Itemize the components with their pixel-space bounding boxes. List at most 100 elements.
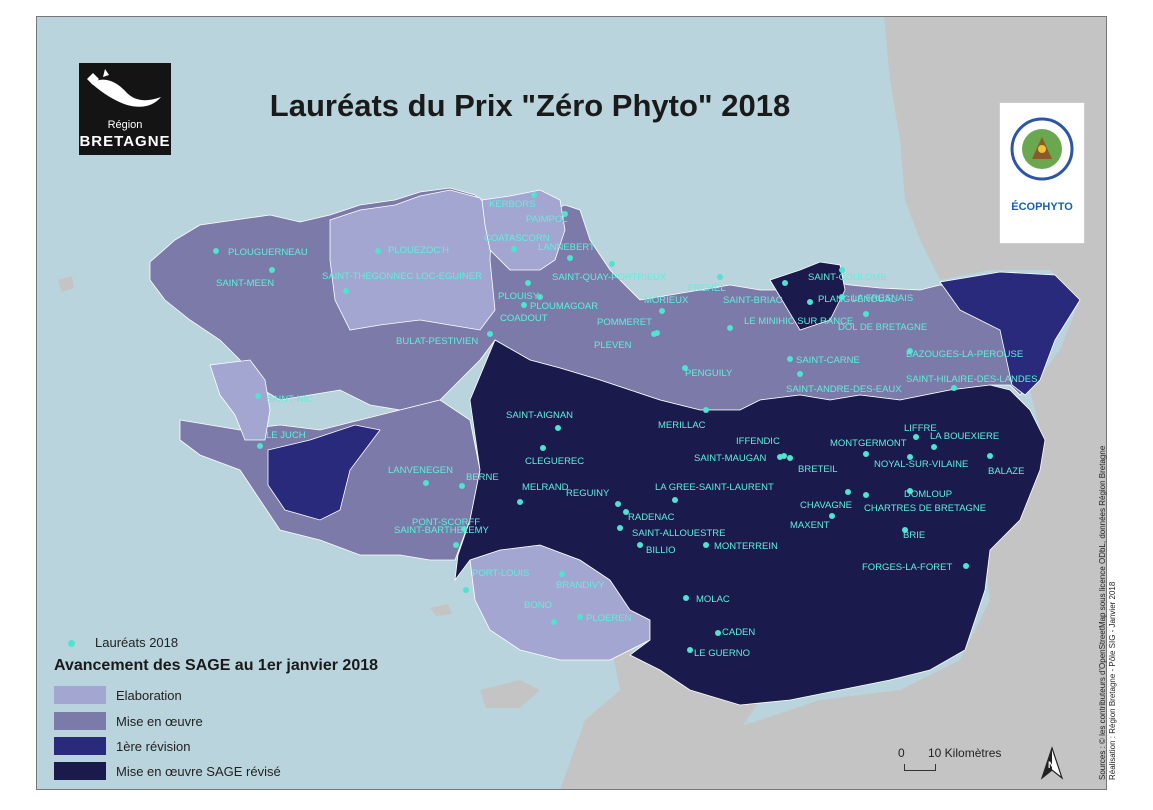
laureat-point: [683, 595, 689, 601]
laureat-point: [907, 454, 913, 460]
laureat-label: LANVENEGEN: [388, 465, 453, 476]
legend-item-label: Mise en œuvre: [116, 714, 203, 729]
laureat-label: LA GREE-SAINT-LAURENT: [655, 482, 774, 493]
island-groix: [430, 604, 452, 616]
laureat-label: PLOUEZOC'H: [388, 245, 449, 256]
legend: Lauréats 2018 Avancement des SAGE au 1er…: [52, 630, 432, 790]
laureat-label: SAINT-AIGNAN: [506, 410, 573, 421]
laureat-label: BERNE: [466, 472, 499, 483]
laureat-point: [623, 509, 629, 515]
laureat-point: [459, 483, 465, 489]
laureat-point: [551, 619, 557, 625]
laureat-label: SAINT-ANDRE-DES-EAUX: [786, 384, 902, 395]
laureat-label: POMMERET: [597, 317, 652, 328]
region-bretagne-logo: Région BRETAGNE: [79, 63, 171, 155]
laureat-label: PLEVEN: [594, 340, 632, 351]
sources-line1: Sources : © les contributeurs d'OpenStre…: [1098, 445, 1107, 780]
laureat-point: [343, 288, 349, 294]
laureat-point: [521, 302, 527, 308]
legend-laureats-label: Lauréats 2018: [95, 635, 179, 650]
laureat-point: [375, 248, 381, 254]
laureat-label: DOMLOUP: [904, 489, 952, 500]
laureat-label: LA FRESNAIS: [852, 293, 913, 304]
laureat-point: [807, 299, 813, 305]
laureat-point: [703, 542, 709, 548]
laureat-point: [931, 444, 937, 450]
sage-revise-vilaine-blavet: [454, 339, 1046, 706]
legend-laureats: Lauréats 2018: [68, 635, 178, 650]
scale-zero: 0: [898, 746, 905, 760]
laureat-point: [863, 311, 869, 317]
laureat-point: [672, 497, 678, 503]
ecophyto-label: ÉCOPHYTO: [1011, 201, 1073, 213]
island-ouessant: [58, 276, 74, 292]
sage-1ere-revision-couesnon: [939, 271, 1081, 396]
north-arrow-icon: N: [1040, 746, 1064, 780]
laureat-label: MELRAND: [522, 482, 569, 493]
laureat-point: [651, 331, 657, 337]
laureat-point: [511, 246, 517, 252]
laureat-point: [540, 445, 546, 451]
logo-region-line1: Région: [107, 119, 143, 131]
laureat-label: COADOUT: [500, 313, 548, 324]
laureat-label: NOYAL-SUR-VILAINE: [874, 459, 968, 470]
laureat-point: [787, 356, 793, 362]
scale-label: 10 Kilomètres: [928, 746, 1002, 760]
laureat-label: PORT-LOUIS: [472, 568, 529, 579]
laureat-label: RADENAC: [628, 512, 675, 523]
laureat-label: SAINT-COULOMB: [808, 272, 887, 283]
laureat-point: [559, 571, 565, 577]
laureat-point: [717, 274, 723, 280]
laureat-label: IFFENDIC: [736, 436, 780, 447]
laureat-label: MONTGERMONT: [830, 438, 907, 449]
laureat-point: [567, 255, 573, 261]
laureat-point: [727, 325, 733, 331]
laureat-point: [461, 526, 467, 532]
laureat-label: SAINT-CARNE: [796, 355, 860, 366]
laureat-point: [423, 480, 429, 486]
legend-title: Avancement des SAGE au 1er janvier 2018: [54, 657, 379, 674]
ermine-icon: [87, 69, 161, 107]
laureat-label: BRETEIL: [798, 464, 838, 475]
laureat-label: MORIEUX: [644, 295, 689, 306]
laureat-point: [902, 527, 908, 533]
laureat-label: LE MINIHIC SUR RANCE: [744, 316, 853, 327]
sources-note: Sources : © les contributeurs d'OpenStre…: [1098, 446, 1118, 780]
svg-text:N: N: [1048, 760, 1055, 770]
laureat-point: [213, 248, 219, 254]
laureat-label: SAINT-HILAIRE-DES-LANDES: [906, 374, 1037, 385]
laureat-label: FREHEL: [688, 283, 725, 294]
laureat-label: CADEN: [722, 627, 755, 638]
laureat-label: CHAVAGNE: [800, 500, 852, 511]
laureat-label: LE JUCH: [266, 430, 306, 441]
laureat-label: BALAZE: [988, 466, 1024, 477]
laureat-point: [487, 331, 493, 337]
ecophyto-logo: ÉCOPHYTO: [999, 102, 1085, 244]
laureat-label: SAINT-QUAY-PORTRIEUX: [552, 272, 667, 283]
laureat-label: CHARTRES DE BRETAGNE: [864, 503, 986, 514]
laureat-point: [839, 294, 845, 300]
laureat-point: [555, 425, 561, 431]
laureat-point: [609, 261, 615, 267]
laureat-label: MONTERREIN: [714, 541, 778, 552]
laureat-point: [963, 563, 969, 569]
legend-item-label: 1ère révision: [116, 739, 191, 754]
laureat-label: BILLIO: [646, 545, 676, 556]
laureat-label: SAINT-MEEN: [216, 278, 274, 289]
laureat-label: LANNEBERT: [538, 242, 595, 253]
laureat-label: LE GUERNO: [694, 648, 750, 659]
laureat-label: SAINT-NIC: [266, 394, 313, 405]
laureat-label: SAINT-THEGONNEC LOC-EGUINER: [322, 271, 482, 282]
laureat-label: SAINT-ALLOUESTRE: [632, 528, 725, 539]
sources-line2: Réalisation : Région Bretagne - Pôle SIG…: [1108, 581, 1117, 780]
legend-swatch: [54, 762, 106, 780]
laureat-label: FORGES-LA-FORET: [862, 562, 952, 573]
laureat-point: [797, 371, 803, 377]
laureat-point: [531, 192, 537, 198]
laureat-point: [453, 542, 459, 548]
laureat-point: [987, 453, 993, 459]
laureat-point: [907, 348, 913, 354]
legend-item-label: Elaboration: [116, 688, 182, 703]
laureat-point: [863, 451, 869, 457]
